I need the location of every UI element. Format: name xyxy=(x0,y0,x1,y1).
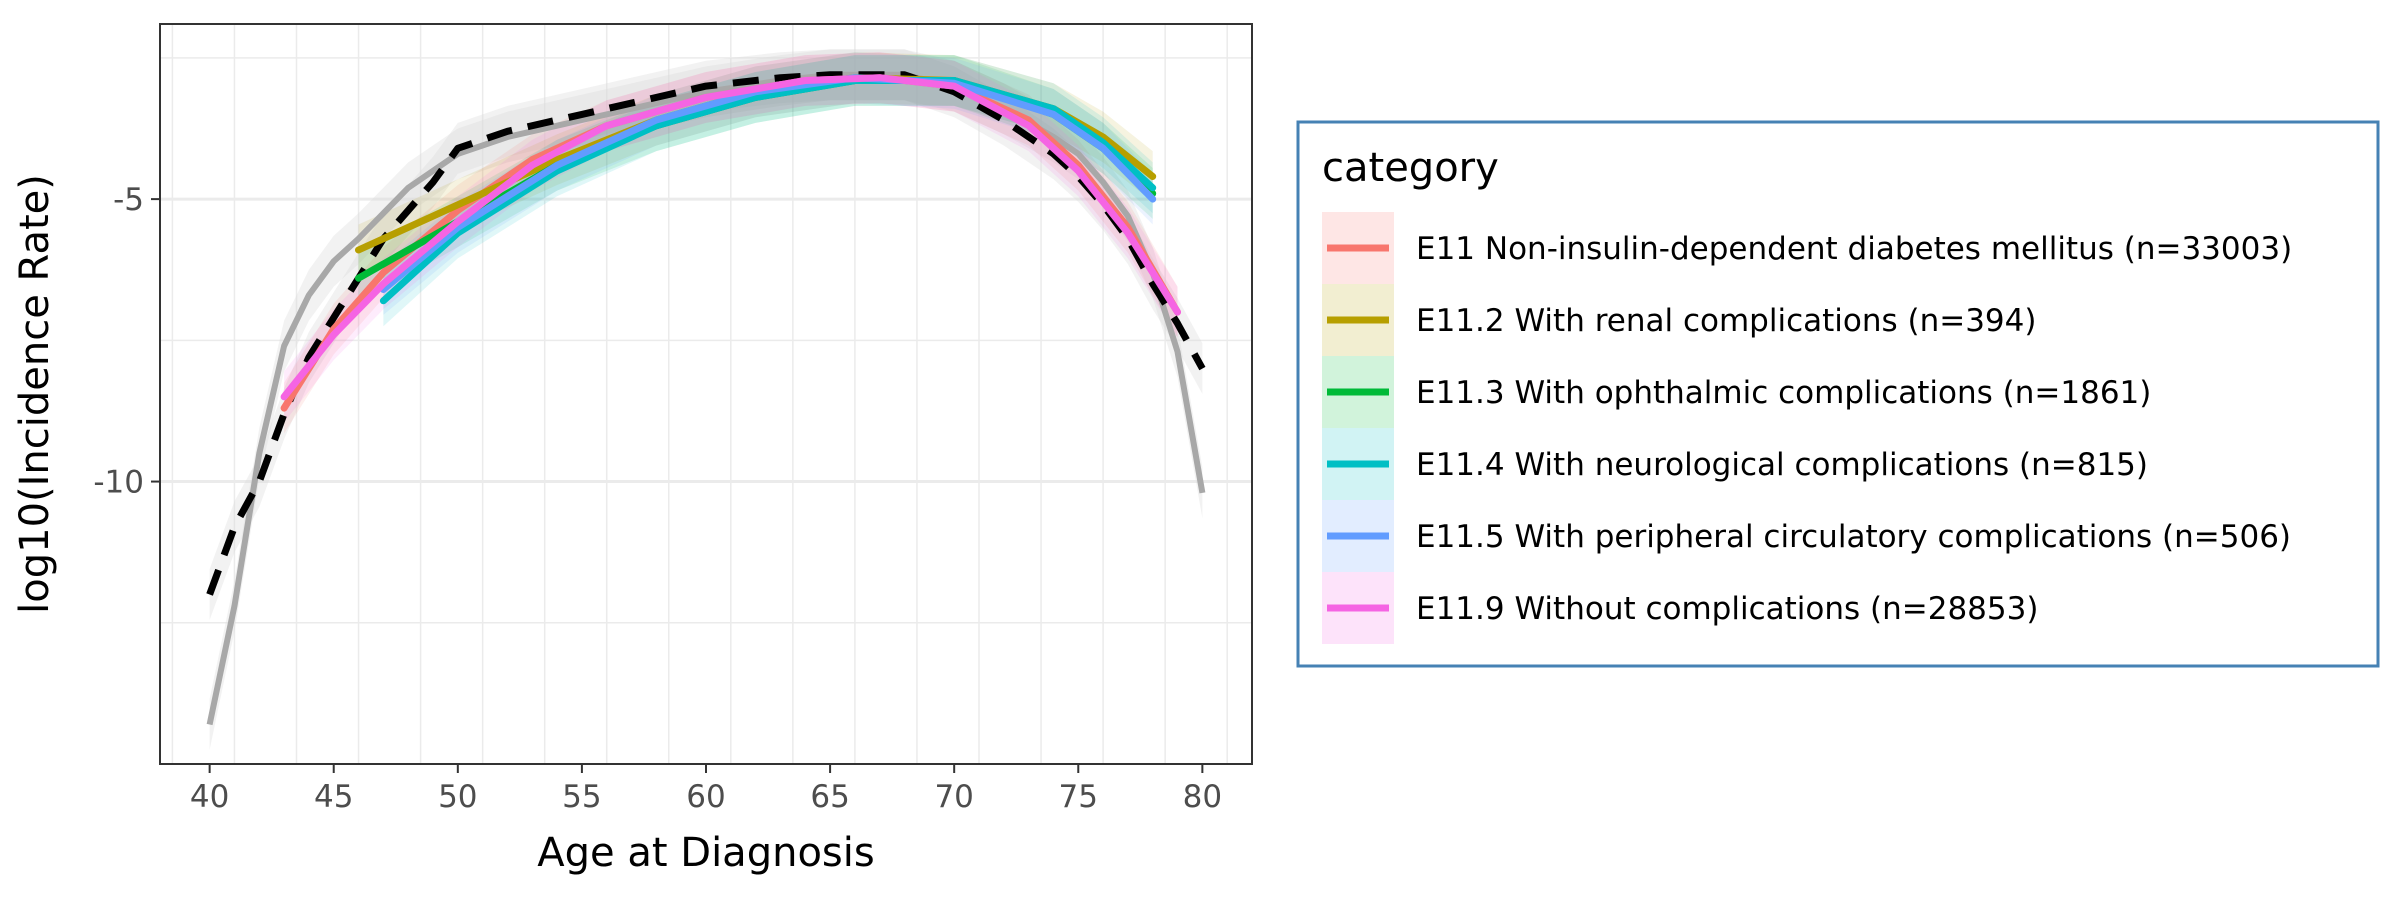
legend-label: E11.2 With renal complications (n=394) xyxy=(1416,303,2036,339)
x-tick-label: 80 xyxy=(1183,779,1222,815)
legend-title: category xyxy=(1322,145,1499,191)
legend-label: E11.9 Without complications (n=28853) xyxy=(1416,591,2038,627)
x-tick-label: 75 xyxy=(1059,779,1098,815)
series-line-4 xyxy=(379,74,1157,293)
legend-box xyxy=(1296,120,2380,668)
x-axis-ticks: 40 45 50 55 60 65 70 75 80 xyxy=(190,764,1222,815)
series-ribbon xyxy=(383,55,1153,327)
y-axis-title: log10(Incidence Rate) xyxy=(12,174,58,614)
grid xyxy=(160,24,1252,764)
series-lines xyxy=(280,74,1181,412)
x-axis-title: Age at Diagnosis xyxy=(537,830,874,876)
y-tick-label: -10 xyxy=(93,465,144,501)
legend-label: E11.3 With ophthalmic complications (n=1… xyxy=(1416,375,2151,411)
x-tick-label: 45 xyxy=(314,779,353,815)
series-line-3 xyxy=(379,77,1157,305)
x-tick-label: 50 xyxy=(438,779,477,815)
legend-label: E11 Non-insulin-dependent diabetes melli… xyxy=(1416,231,2292,267)
y-axis-ticks: -5 -10 xyxy=(93,182,160,501)
x-tick-label: 65 xyxy=(810,779,849,815)
y-tick-label: -5 xyxy=(113,182,144,218)
series-ribbon xyxy=(284,52,1178,423)
x-tick-label: 60 xyxy=(686,779,725,815)
legend-label: E11.4 With neurological complications (n… xyxy=(1416,447,2148,483)
x-tick-label: 70 xyxy=(934,779,973,815)
reference-line-gray xyxy=(206,71,1206,726)
x-tick-label: 55 xyxy=(562,779,601,815)
legend-items: E11 Non-insulin-dependent diabetes melli… xyxy=(1322,212,2292,644)
legend: category E11 Non-insulin-dependent diabe… xyxy=(1296,120,2380,668)
x-tick-label: 40 xyxy=(190,779,229,815)
series-line-5 xyxy=(280,74,1181,401)
legend-label: E11.5 With peripheral circulatory compli… xyxy=(1416,519,2291,555)
